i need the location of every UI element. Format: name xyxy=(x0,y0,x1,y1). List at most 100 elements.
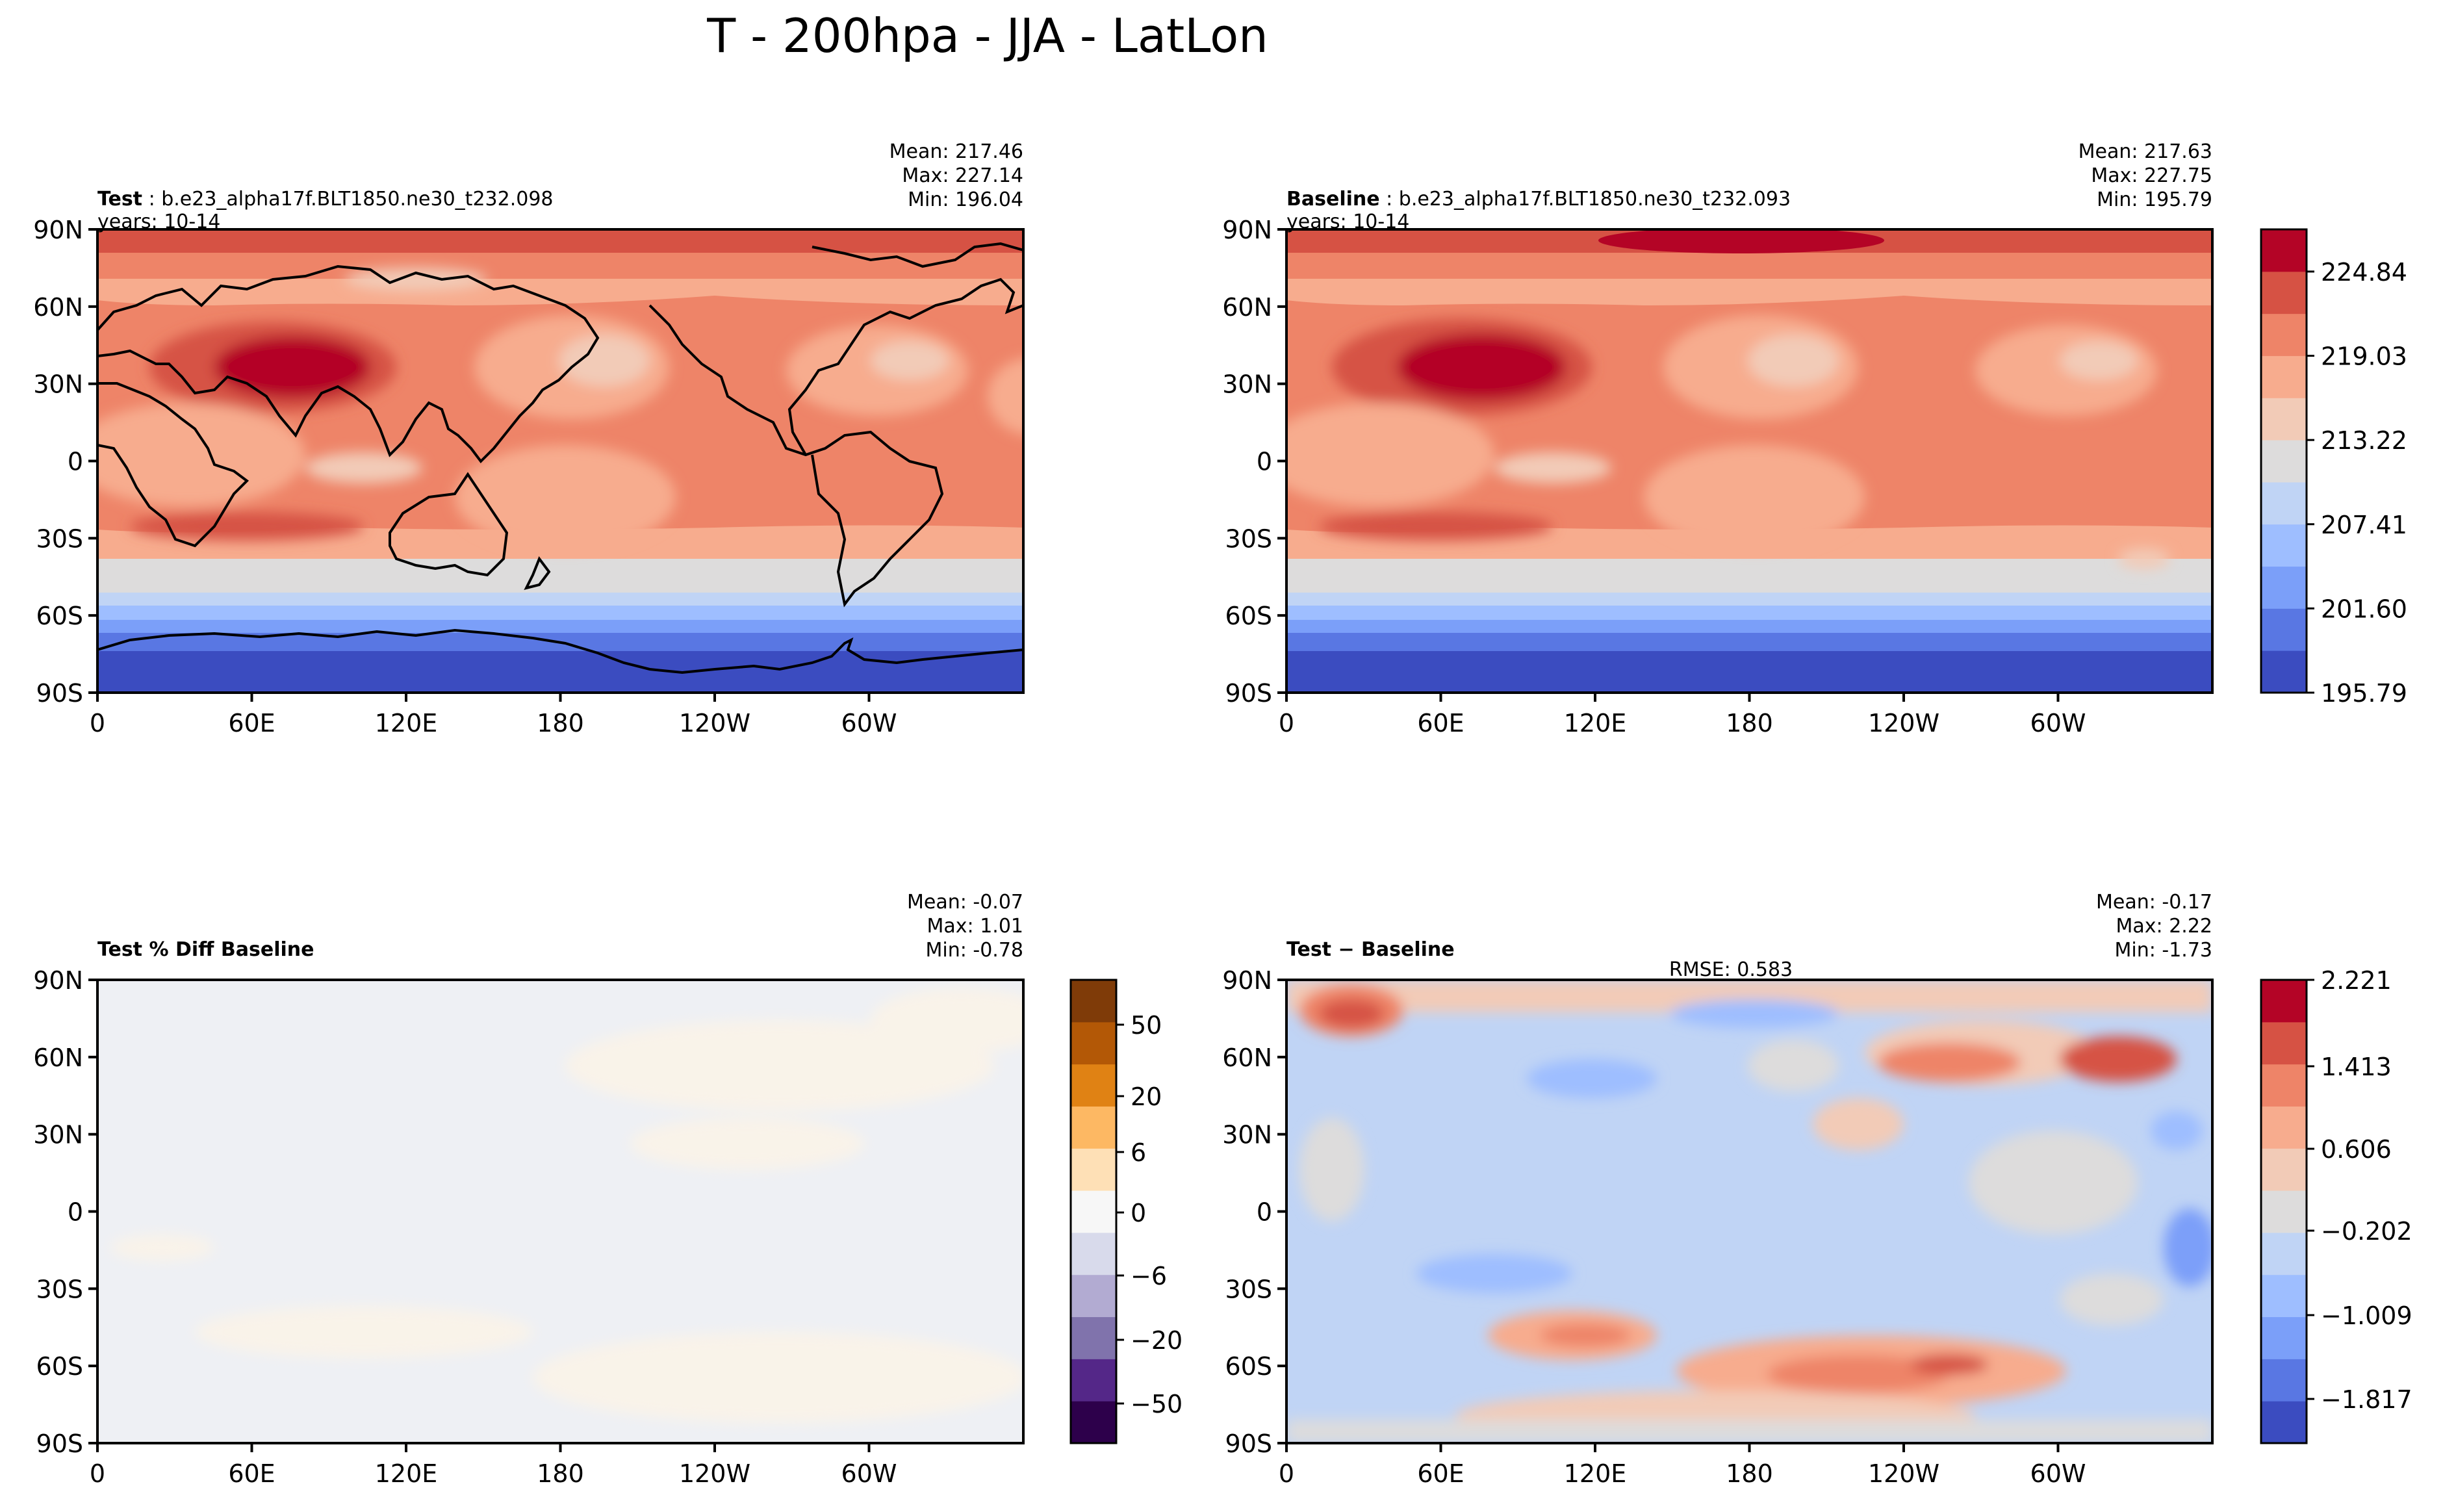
rmse-label: RMSE: 0.583 xyxy=(1669,958,1793,981)
lat-tick-label: 90S xyxy=(1225,679,1272,708)
lon-tick-label: 180 xyxy=(1726,1459,1773,1488)
lat-tick-label: 60S xyxy=(1225,1352,1272,1381)
lat-tick-label: 60N xyxy=(33,1044,83,1072)
colorbar-tick-label: 195.79 xyxy=(2321,679,2407,708)
colorbar-segment xyxy=(2261,980,2307,1023)
lon-tick-label: 60W xyxy=(2030,1459,2086,1488)
lon-tick-label: 120W xyxy=(679,1459,750,1488)
colorbar-segment xyxy=(2261,1401,2307,1444)
lon-tick-label: 0 xyxy=(1279,709,1294,737)
colorbar-tick-label: 2.221 xyxy=(2321,966,2392,995)
panel-title: Test % Diff Baseline xyxy=(97,938,314,961)
colorbar: 2.221 1.413 0.606 −0.202 −1.009 −1.817 xyxy=(2260,966,2412,1444)
lon-tick-label: 120W xyxy=(1868,1459,1939,1488)
lat-tick-label: 90N xyxy=(1222,966,1272,995)
panel-test xyxy=(96,228,1025,694)
colorbar-segment xyxy=(2261,1359,2307,1402)
lon-tick-label: 60E xyxy=(1417,709,1464,737)
lon-tick-label: 60W xyxy=(2030,709,2086,737)
colorbar-tick-label: −1.009 xyxy=(2321,1301,2412,1330)
colorbar-segment xyxy=(1071,1021,1116,1065)
colorbar-segment xyxy=(2261,1106,2307,1149)
lon-tick-label: 120E xyxy=(1564,709,1627,737)
lon-tick-label: 60W xyxy=(841,709,897,737)
lat-tick-label: 30S xyxy=(36,524,83,553)
panel-title: Test − Baseline xyxy=(1286,938,1455,961)
stat-label: Max: 2.22 xyxy=(2116,915,2212,938)
lat-tick-label: 30S xyxy=(1225,524,1272,553)
lon-tick-label: 60E xyxy=(228,709,275,737)
colorbar-frame xyxy=(2260,979,2308,1444)
lon-tick-label: 180 xyxy=(537,1459,584,1488)
colorbar-segment xyxy=(2261,440,2307,483)
lon-tick-label: 60W xyxy=(841,1459,897,1488)
lat-tick-label: 60S xyxy=(36,602,83,630)
colorbar-segment xyxy=(2261,1316,2307,1359)
lon-tick-label: 60E xyxy=(228,1459,275,1488)
stat-label: Mean: 217.63 xyxy=(2078,140,2212,163)
colorbar-tick-label: 20 xyxy=(1131,1083,1162,1111)
lat-tick-label: 0 xyxy=(68,1198,83,1227)
lat-tick-label: 90N xyxy=(1222,216,1272,244)
coastlines xyxy=(97,242,1023,674)
colorbar-segment xyxy=(2261,1232,2307,1275)
colorbar-segment xyxy=(1071,1316,1116,1359)
figure-title: T - 200hpa - JJA - LatLon xyxy=(706,8,1268,63)
colorbar-segment xyxy=(1071,1148,1116,1191)
stat-label: Mean: -0.07 xyxy=(907,891,1023,914)
colorbar-segment xyxy=(2261,566,2307,609)
colorbar-segment xyxy=(2261,1190,2307,1233)
stat-label: Mean: 217.46 xyxy=(889,140,1023,163)
colorbar-segment xyxy=(1071,980,1116,1023)
years-label: years: 10-14 xyxy=(1286,211,1409,233)
stat-label: Mean: -0.17 xyxy=(2096,891,2212,914)
colorbar-segment xyxy=(2261,229,2307,272)
colorbar: 50 20 6 0 −6 −20 −50 xyxy=(1069,979,1183,1444)
colorbar-segment xyxy=(1071,1190,1116,1233)
lon-tick-label: 120W xyxy=(1868,709,1939,737)
panel-title: Baseline : b.e23_alpha17f.BLT1850.ne30_t… xyxy=(1286,188,1791,211)
panel-baseline xyxy=(1285,228,2214,694)
lat-tick-label: 90N xyxy=(33,966,83,995)
colorbar-tick-label: −6 xyxy=(1131,1262,1167,1290)
lat-tick-label: 0 xyxy=(68,448,83,476)
stat-label: Max: 227.14 xyxy=(902,164,1023,187)
lat-tick-label: 30N xyxy=(1222,1121,1272,1149)
stat-label: Min: -1.73 xyxy=(2115,939,2213,962)
stat-label: Min: 196.04 xyxy=(908,188,1023,211)
years-label: years: 10-14 xyxy=(97,211,220,233)
lat-tick-label: 0 xyxy=(1257,448,1272,476)
colorbar-segment xyxy=(1071,1274,1116,1318)
lon-tick-label: 120W xyxy=(679,709,750,737)
lat-tick-label: 30N xyxy=(33,1121,83,1149)
panel-pct-diff xyxy=(96,979,1025,1444)
lat-tick-label: 30S xyxy=(1225,1275,1272,1303)
lat-tick-label: 90S xyxy=(36,1429,83,1458)
colorbar-segment xyxy=(2261,524,2307,567)
colorbar-tick-label: −1.817 xyxy=(2321,1385,2412,1414)
colorbar-segment xyxy=(2261,1274,2307,1318)
colorbar-segment xyxy=(2261,355,2307,398)
lat-tick-label: 60N xyxy=(1222,293,1272,322)
colorbar-tick-label: 213.22 xyxy=(2321,426,2407,455)
colorbar-segment xyxy=(2261,1064,2307,1107)
colorbar-segment xyxy=(2261,1148,2307,1191)
lon-tick-label: 180 xyxy=(1726,709,1773,737)
lat-tick-label: 30S xyxy=(36,1275,83,1303)
colorbar-tick-label: 224.84 xyxy=(2321,258,2407,287)
colorbar-tick-label: 1.413 xyxy=(2321,1053,2392,1081)
stat-label: Max: 227.75 xyxy=(2091,164,2212,187)
colorbars: 224.84 219.03 213.22 207.41 201.60 195.79 50 20… xyxy=(1069,228,2412,1444)
lon-tick-label: 0 xyxy=(90,1459,105,1488)
lat-tick-label: 30N xyxy=(33,370,83,399)
colorbar-tick-label: −20 xyxy=(1131,1326,1183,1355)
lat-tick-label: 60S xyxy=(36,1352,83,1381)
colorbar-segment xyxy=(1071,1359,1116,1402)
colorbar-segment xyxy=(2261,271,2307,314)
colorbar-segment xyxy=(1071,1064,1116,1107)
panel-difference xyxy=(1285,979,2214,1444)
colorbar-segment xyxy=(2261,650,2307,693)
stat-label: Min: 195.79 xyxy=(2097,188,2212,211)
lat-tick-label: 60S xyxy=(1225,602,1272,630)
colorbar-segment xyxy=(1071,1401,1116,1444)
